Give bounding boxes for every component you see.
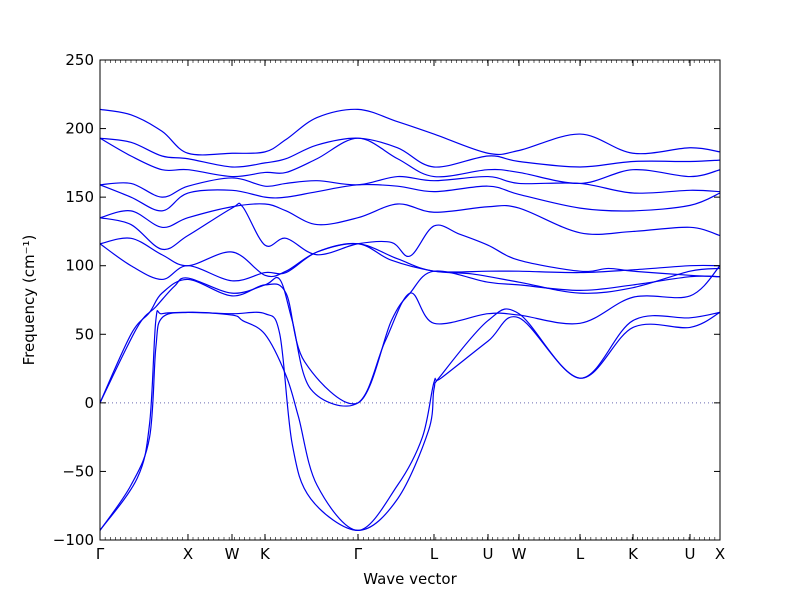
y-tick-label: 0 <box>84 394 94 412</box>
x-tick-label: L <box>576 545 585 563</box>
band-line-9 <box>100 183 720 212</box>
x-tick-label: W <box>512 545 527 563</box>
band-line-7 <box>100 202 720 278</box>
band-line-10 <box>100 175 720 198</box>
x-tick-label: X <box>183 545 193 563</box>
x-tick-label: Γ <box>96 545 105 563</box>
y-tick-label: −50 <box>62 462 94 480</box>
band-line-2 <box>100 308 720 532</box>
x-tick-label: Γ <box>354 545 363 563</box>
y-axis-ticks: −100 −50 0 50 100 150 200 250 <box>53 51 720 549</box>
band-line-12 <box>100 137 720 168</box>
y-tick-label: 100 <box>65 257 94 275</box>
band-line-4 <box>100 265 720 407</box>
band-line-8 <box>100 203 720 237</box>
x-tick-label: X <box>715 545 725 563</box>
x-tick-label: U <box>483 545 494 563</box>
x-tick-label: K <box>628 545 639 563</box>
x-tick-label: W <box>225 545 240 563</box>
band-line-3 <box>100 270 720 405</box>
band-line-1 <box>100 311 720 532</box>
y-axis-label: Frequency (cm⁻¹) <box>20 235 38 366</box>
x-tick-label: K <box>260 545 271 563</box>
y-tick-label: 200 <box>65 120 94 138</box>
band-line-11 <box>100 137 720 185</box>
plot-frame <box>99 59 721 541</box>
y-tick-label: 150 <box>65 188 94 206</box>
y-tick-label: 50 <box>75 325 94 343</box>
y-tick-label: −100 <box>53 531 94 549</box>
plot-area <box>100 108 720 532</box>
y-tick-label: 250 <box>65 51 94 69</box>
band-line-13 <box>100 108 720 156</box>
x-tick-label: U <box>684 545 695 563</box>
x-tick-label: L <box>430 545 439 563</box>
x-axis-label: Wave vector <box>363 570 457 588</box>
